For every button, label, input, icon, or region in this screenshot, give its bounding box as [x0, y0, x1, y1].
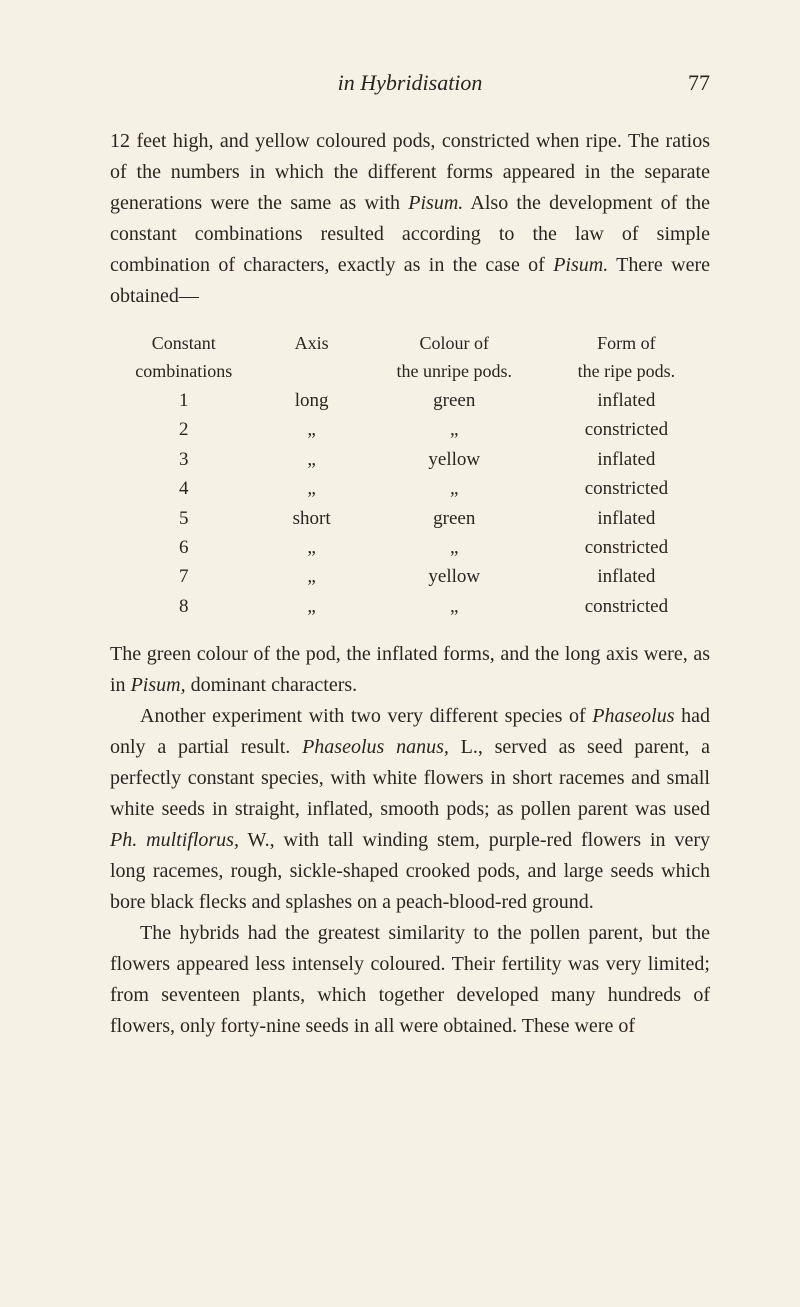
paragraph-2: The green colour of the pod, the inflate… — [110, 639, 710, 701]
table-cell: „ — [258, 592, 366, 621]
table-header-row-1: Constant Axis Colour of Form of — [110, 330, 710, 358]
table-row: 5 short green inflated — [110, 504, 710, 533]
table-cell: inflated — [543, 562, 710, 591]
text: The hybrids had the greatest similarity … — [110, 922, 710, 1037]
table-cell: inflated — [543, 386, 710, 415]
text-italic: Pisum. — [408, 192, 463, 214]
table-header-c3a: Colour of — [366, 330, 543, 358]
page-number: 77 — [688, 70, 710, 96]
table-cell: green — [366, 386, 543, 415]
table-cell: „ — [366, 592, 543, 621]
table-cell: constricted — [543, 474, 710, 503]
table-row: 3 „ yellow inflated — [110, 445, 710, 474]
table-cell: constricted — [543, 592, 710, 621]
text-italic: Phaseolus nanus, — [302, 736, 449, 758]
table-row: 7 „ yellow inflated — [110, 562, 710, 591]
table-cell: 7 — [110, 562, 258, 591]
table-cell: 2 — [110, 415, 258, 444]
table-header-c1b: combinations — [110, 358, 258, 386]
table-cell: yellow — [366, 562, 543, 591]
table-cell: inflated — [543, 504, 710, 533]
table-cell: „ — [258, 474, 366, 503]
table-cell: „ — [366, 474, 543, 503]
running-head: in Hybridisation — [338, 70, 483, 96]
table-cell: 5 — [110, 504, 258, 533]
table-cell: short — [258, 504, 366, 533]
paragraph-1: 12 feet high, and yellow coloured pods, … — [110, 126, 710, 312]
paragraph-4: The hybrids had the greatest similarity … — [110, 918, 710, 1042]
table-cell: constricted — [543, 533, 710, 562]
table-row: 2 „ „ constricted — [110, 415, 710, 444]
table-header-c1a: Constant — [110, 330, 258, 358]
text-italic: Pisum, — [131, 674, 186, 696]
text-italic: Ph. multiflorus, — [110, 829, 239, 851]
text-italic: Phaseolus — [592, 705, 674, 727]
table-row: 4 „ „ constricted — [110, 474, 710, 503]
text-italic: Pisum. — [553, 254, 608, 276]
table-cell: „ — [366, 533, 543, 562]
table-cell: inflated — [543, 445, 710, 474]
page: in Hybridisation 77 12 feet high, and ye… — [0, 0, 800, 1102]
table-header-c4b: the ripe pods. — [543, 358, 710, 386]
table-cell: „ — [258, 533, 366, 562]
table-cell: long — [258, 386, 366, 415]
table-cell: constricted — [543, 415, 710, 444]
table-header-c4a: Form of — [543, 330, 710, 358]
text: Another experiment with two very differe… — [140, 705, 592, 727]
table-cell: 3 — [110, 445, 258, 474]
table-cell: 6 — [110, 533, 258, 562]
table-cell: 1 — [110, 386, 258, 415]
table-row: 1 long green inflated — [110, 386, 710, 415]
table-cell: „ — [258, 445, 366, 474]
table-cell: 8 — [110, 592, 258, 621]
table-row: 8 „ „ constricted — [110, 592, 710, 621]
table-cell: 4 — [110, 474, 258, 503]
table-header-c2: Axis — [258, 330, 366, 358]
table-cell: yellow — [366, 445, 543, 474]
table-header-blank — [258, 358, 366, 386]
table-header-row-2: combinations the unripe pods. the ripe p… — [110, 358, 710, 386]
table-cell: „ — [258, 562, 366, 591]
header: in Hybridisation 77 — [110, 70, 710, 96]
paragraph-3: Another experiment with two very differe… — [110, 701, 710, 918]
table-header-c3b: the unripe pods. — [366, 358, 543, 386]
table-row: 6 „ „ constricted — [110, 533, 710, 562]
body-text: 12 feet high, and yellow coloured pods, … — [110, 126, 710, 1042]
table-cell: „ — [366, 415, 543, 444]
table-cell: green — [366, 504, 543, 533]
table-cell: „ — [258, 415, 366, 444]
constant-combinations-table: Constant Axis Colour of Form of combinat… — [110, 330, 710, 621]
text: dominant characters. — [186, 674, 358, 696]
